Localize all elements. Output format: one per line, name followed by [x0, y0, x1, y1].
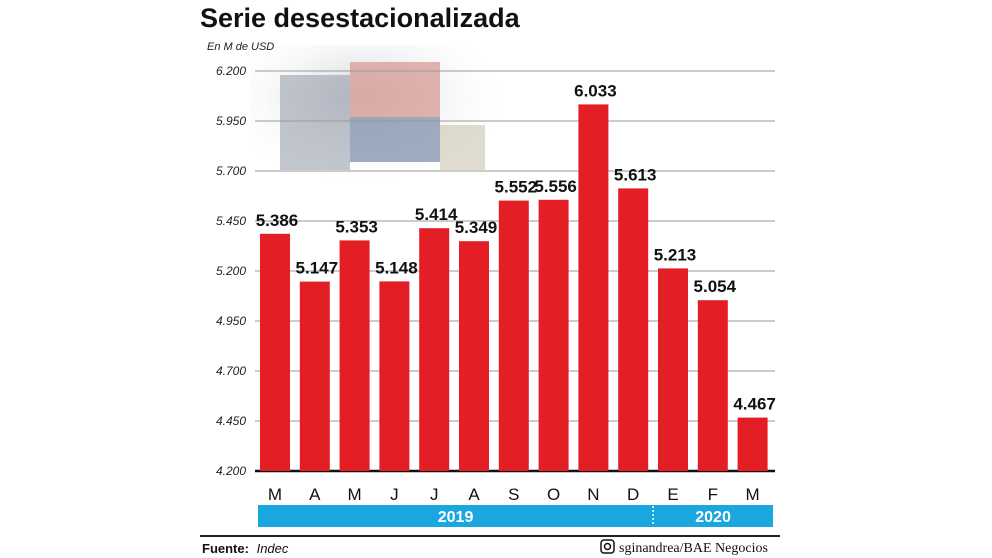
x-tick-label: J: [430, 485, 439, 504]
source-value: Indec: [257, 541, 289, 556]
x-tick-label: S: [508, 485, 519, 504]
bar: [419, 228, 450, 471]
data-label: 5.147: [296, 259, 339, 278]
x-tick-label: E: [667, 485, 678, 504]
y-tick-label: 4.950: [216, 314, 246, 328]
bar: [538, 199, 569, 472]
bar: [379, 281, 410, 471]
x-tick-label: O: [547, 485, 560, 504]
y-tick-label: 5.950: [216, 114, 246, 128]
y-tick-label: 6.200: [216, 64, 246, 78]
x-tick-label: D: [627, 485, 639, 504]
bar: [658, 268, 688, 471]
x-tick-label: A: [309, 485, 321, 504]
data-label: 5.386: [256, 211, 299, 230]
year-band: [258, 505, 773, 527]
x-tick-label: M: [348, 485, 362, 504]
data-label: 5.353: [335, 217, 378, 236]
y-axis-unit: En M de USD: [207, 41, 274, 53]
data-label: 5.552: [495, 178, 538, 197]
data-label: 5.213: [654, 245, 697, 264]
y-tick-label: 5.700: [216, 164, 246, 178]
x-tick-label: M: [268, 485, 282, 504]
bar: [618, 188, 649, 471]
x-tick-label: F: [708, 485, 718, 504]
y-tick-label: 4.200: [216, 464, 246, 478]
bar: [697, 300, 728, 471]
instagram-icon: [600, 539, 615, 554]
y-tick-label: 4.450: [216, 414, 246, 428]
y-tick-label: 4.700: [216, 364, 246, 378]
source: Fuente: Indec: [202, 541, 289, 556]
x-tick-label: M: [746, 485, 760, 504]
data-label: 4.467: [733, 395, 776, 414]
bar: [260, 233, 290, 471]
y-tick-label: 5.450: [216, 214, 246, 228]
data-label: 5.349: [455, 218, 498, 237]
bar: [498, 200, 529, 471]
year-label: 2019: [438, 509, 474, 526]
y-tick-label: 5.200: [216, 264, 246, 278]
data-label: 5.054: [694, 277, 737, 296]
credit: sginandrea/BAE Negocios: [619, 541, 768, 556]
data-label: 5.414: [415, 205, 458, 224]
data-label: 5.613: [614, 165, 657, 184]
bar: [339, 240, 370, 471]
x-tick-label: J: [390, 485, 399, 504]
bar: [299, 281, 330, 471]
data-label: 5.148: [375, 258, 418, 277]
source-label: Fuente:: [202, 541, 249, 556]
data-label: 5.556: [534, 177, 577, 196]
bar: [578, 104, 609, 472]
bar: [737, 417, 768, 471]
chart-title: Serie desestacionalizada: [200, 3, 521, 33]
background-container-photo: [250, 45, 500, 195]
year-label: 2020: [695, 509, 731, 526]
x-tick-label: A: [468, 485, 480, 504]
data-label: 6.033: [574, 81, 617, 100]
x-tick-label: N: [587, 485, 599, 504]
bar: [459, 241, 489, 471]
